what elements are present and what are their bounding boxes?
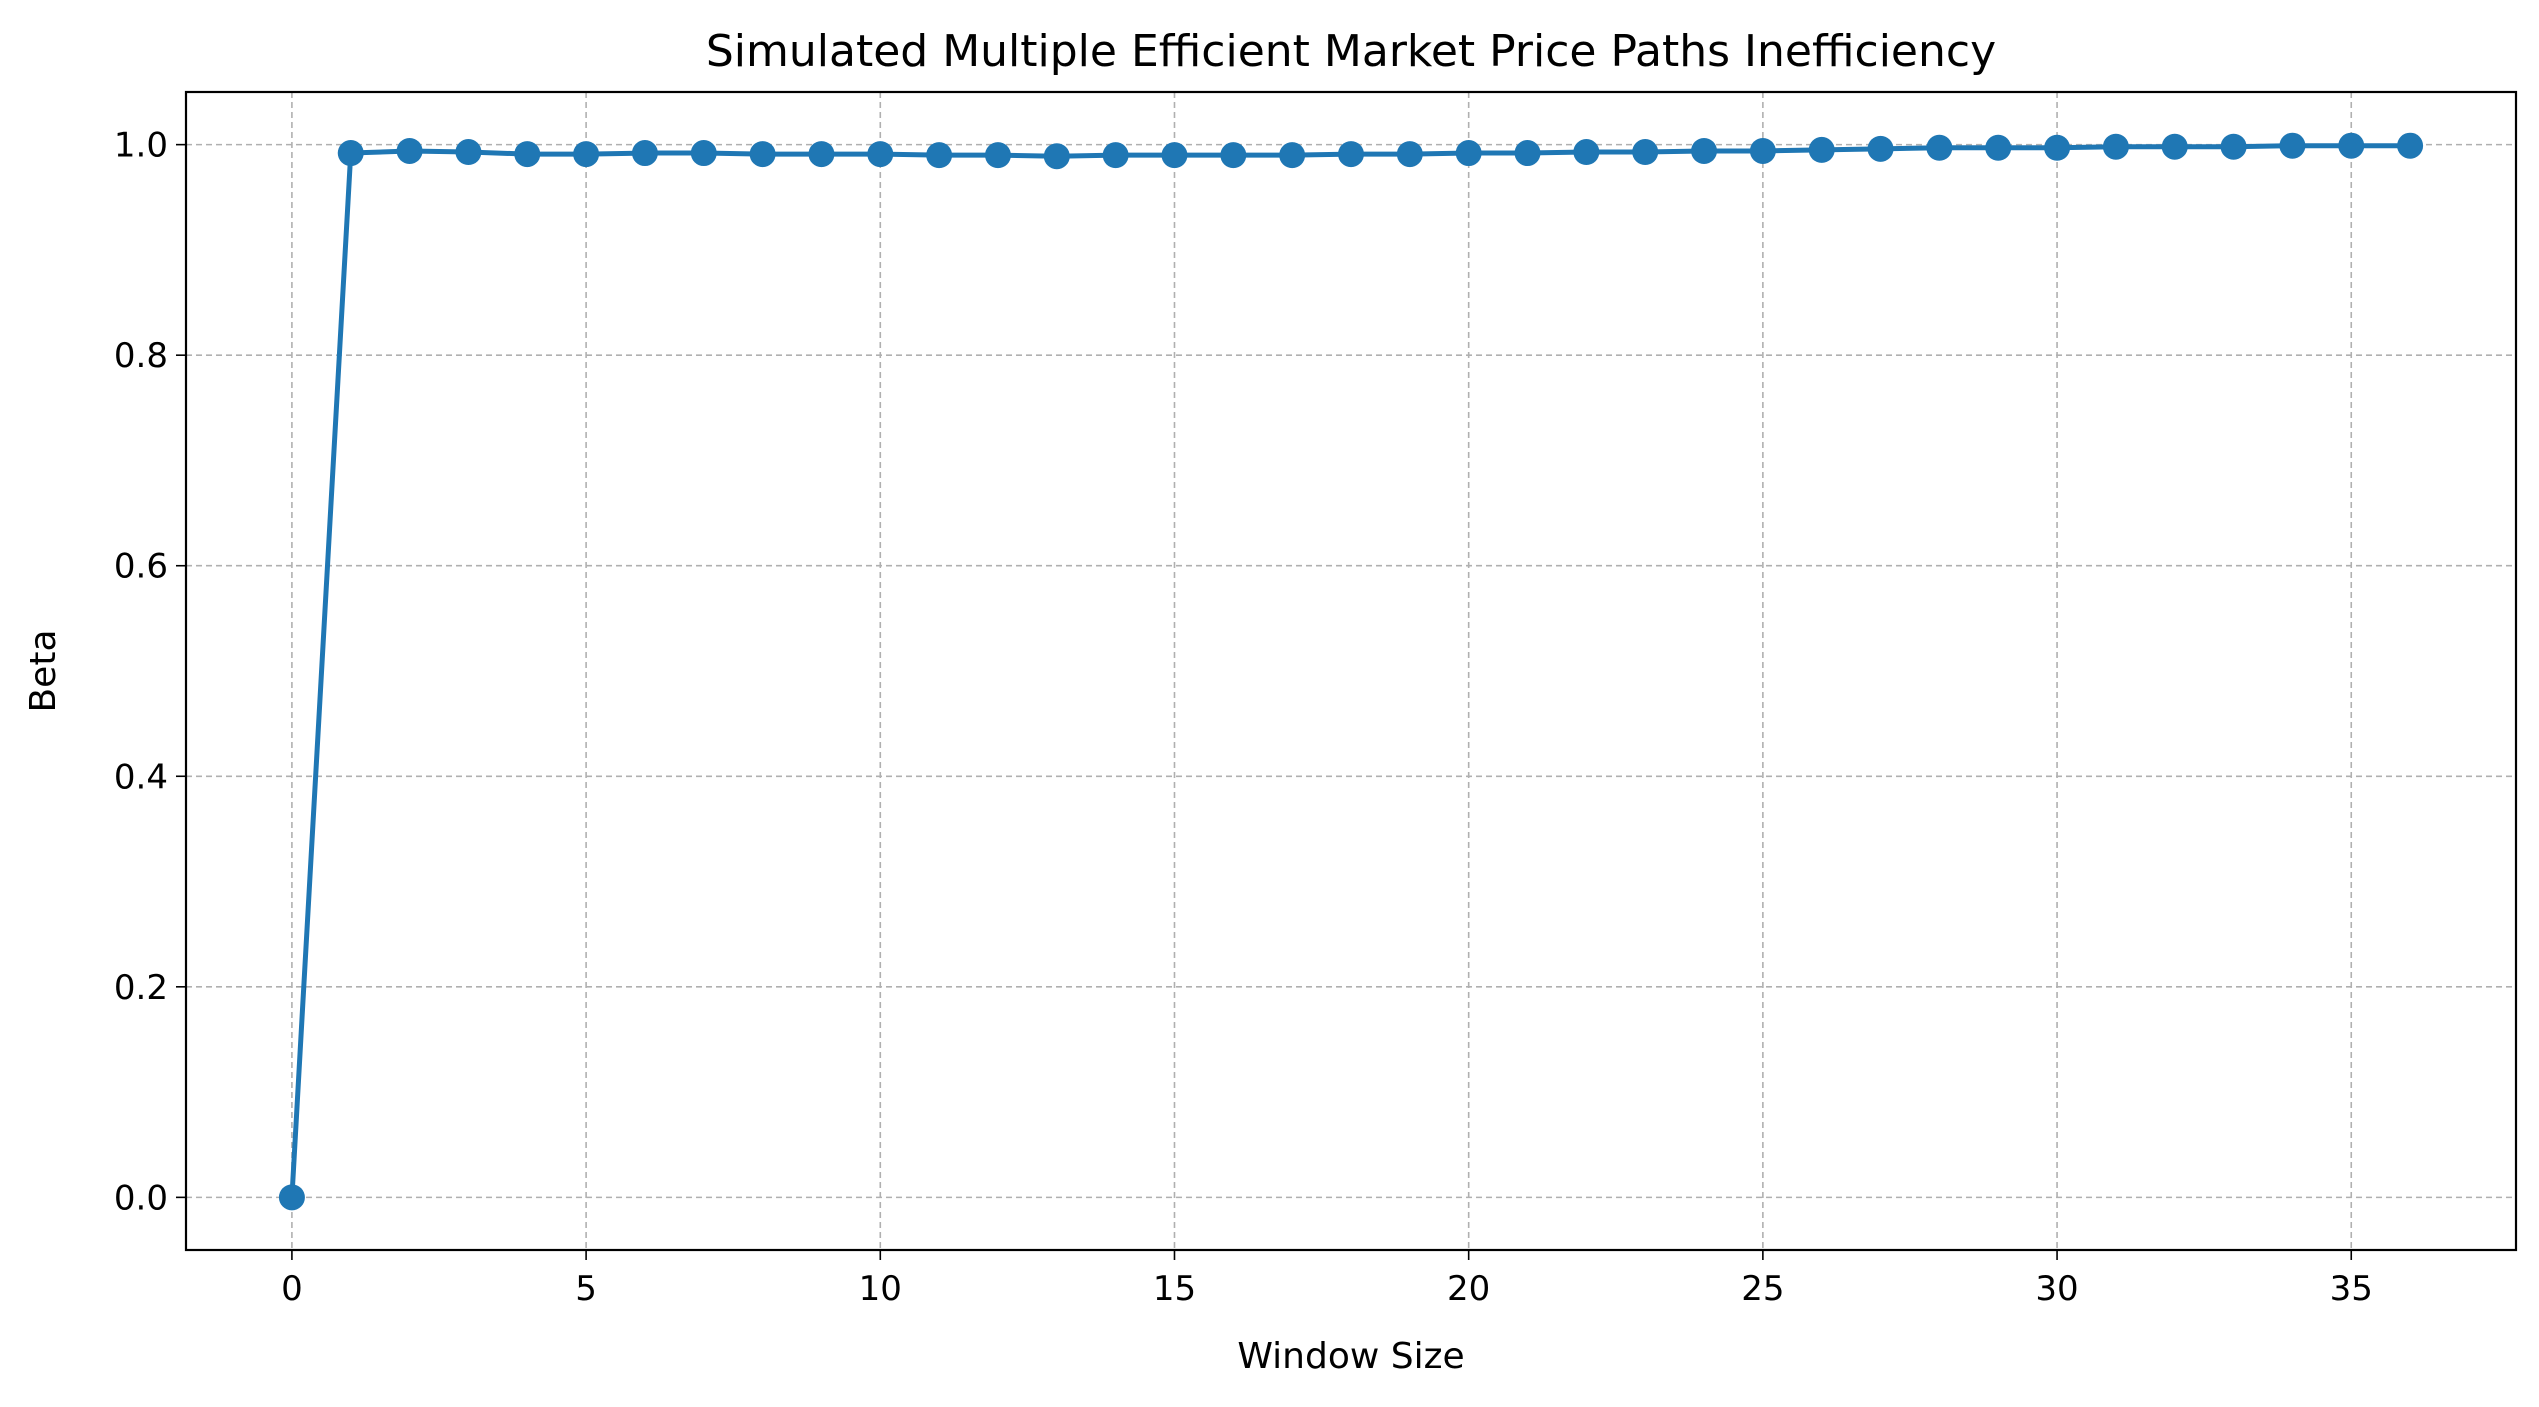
data-point — [2161, 133, 2188, 160]
x-tick-label: 5 — [575, 1269, 597, 1309]
x-tick-label: 30 — [2035, 1269, 2078, 1309]
x-tick-label: 10 — [859, 1269, 902, 1309]
data-point — [1926, 134, 1953, 161]
data-point — [1867, 135, 1894, 162]
data-point — [2102, 133, 2129, 160]
data-point — [1985, 134, 2012, 161]
data-point — [1808, 136, 1835, 163]
x-tick-label: 20 — [1447, 1269, 1490, 1309]
y-tick-label: 1.0 — [114, 126, 168, 166]
data-point — [455, 139, 482, 166]
data-point — [1396, 141, 1423, 168]
y-tick-label: 0.4 — [114, 757, 168, 797]
data-point — [926, 142, 953, 169]
data-point — [2397, 132, 2424, 159]
x-axis-label: Window Size — [1237, 1336, 1464, 1377]
data-point — [749, 141, 776, 168]
data-point — [1749, 137, 1776, 164]
data-point — [573, 141, 600, 168]
data-point — [1279, 142, 1306, 169]
data-point — [278, 1184, 305, 1211]
data-point — [1573, 139, 1600, 166]
x-tick-label: 35 — [2330, 1269, 2373, 1309]
y-axis-label: Beta — [23, 629, 64, 712]
data-point — [984, 142, 1011, 169]
data-point — [337, 140, 364, 167]
data-point — [1043, 143, 1070, 170]
data-point — [396, 137, 423, 164]
x-tick-label: 0 — [281, 1269, 303, 1309]
y-tick-label: 0.6 — [114, 547, 168, 587]
data-point — [631, 140, 658, 167]
axis-ticks: 0 5 10 15 20 25 30 35 0.0 0.2 0.4 0.6 0.8 1.0 — [114, 126, 2373, 1309]
x-tick-label: 15 — [1153, 1269, 1196, 1309]
x-tick-label: 25 — [1741, 1269, 1784, 1309]
data-point — [1161, 142, 1188, 169]
series-layer — [278, 132, 2424, 1211]
plot-area-frame — [184, 90, 2518, 1252]
data-point — [1632, 139, 1659, 166]
data-point — [2279, 132, 2306, 159]
data-point — [1102, 142, 1129, 169]
data-point — [1338, 141, 1364, 168]
data-point — [1220, 142, 1247, 169]
y-tick-label: 0.2 — [114, 968, 168, 1008]
data-point — [1691, 137, 1718, 164]
data-point — [690, 140, 717, 167]
data-point — [514, 141, 541, 168]
data-point — [1514, 140, 1541, 167]
data-point — [808, 141, 835, 168]
data-point — [2338, 132, 2365, 159]
data-point — [2220, 133, 2247, 160]
y-tick-label: 0.8 — [114, 336, 168, 376]
data-point — [1455, 140, 1482, 167]
data-point — [2044, 134, 2071, 161]
chart-title: Simulated Multiple Efficient Market Pric… — [706, 26, 1996, 77]
y-tick-label: 0.0 — [114, 1178, 168, 1218]
data-point — [867, 141, 894, 168]
